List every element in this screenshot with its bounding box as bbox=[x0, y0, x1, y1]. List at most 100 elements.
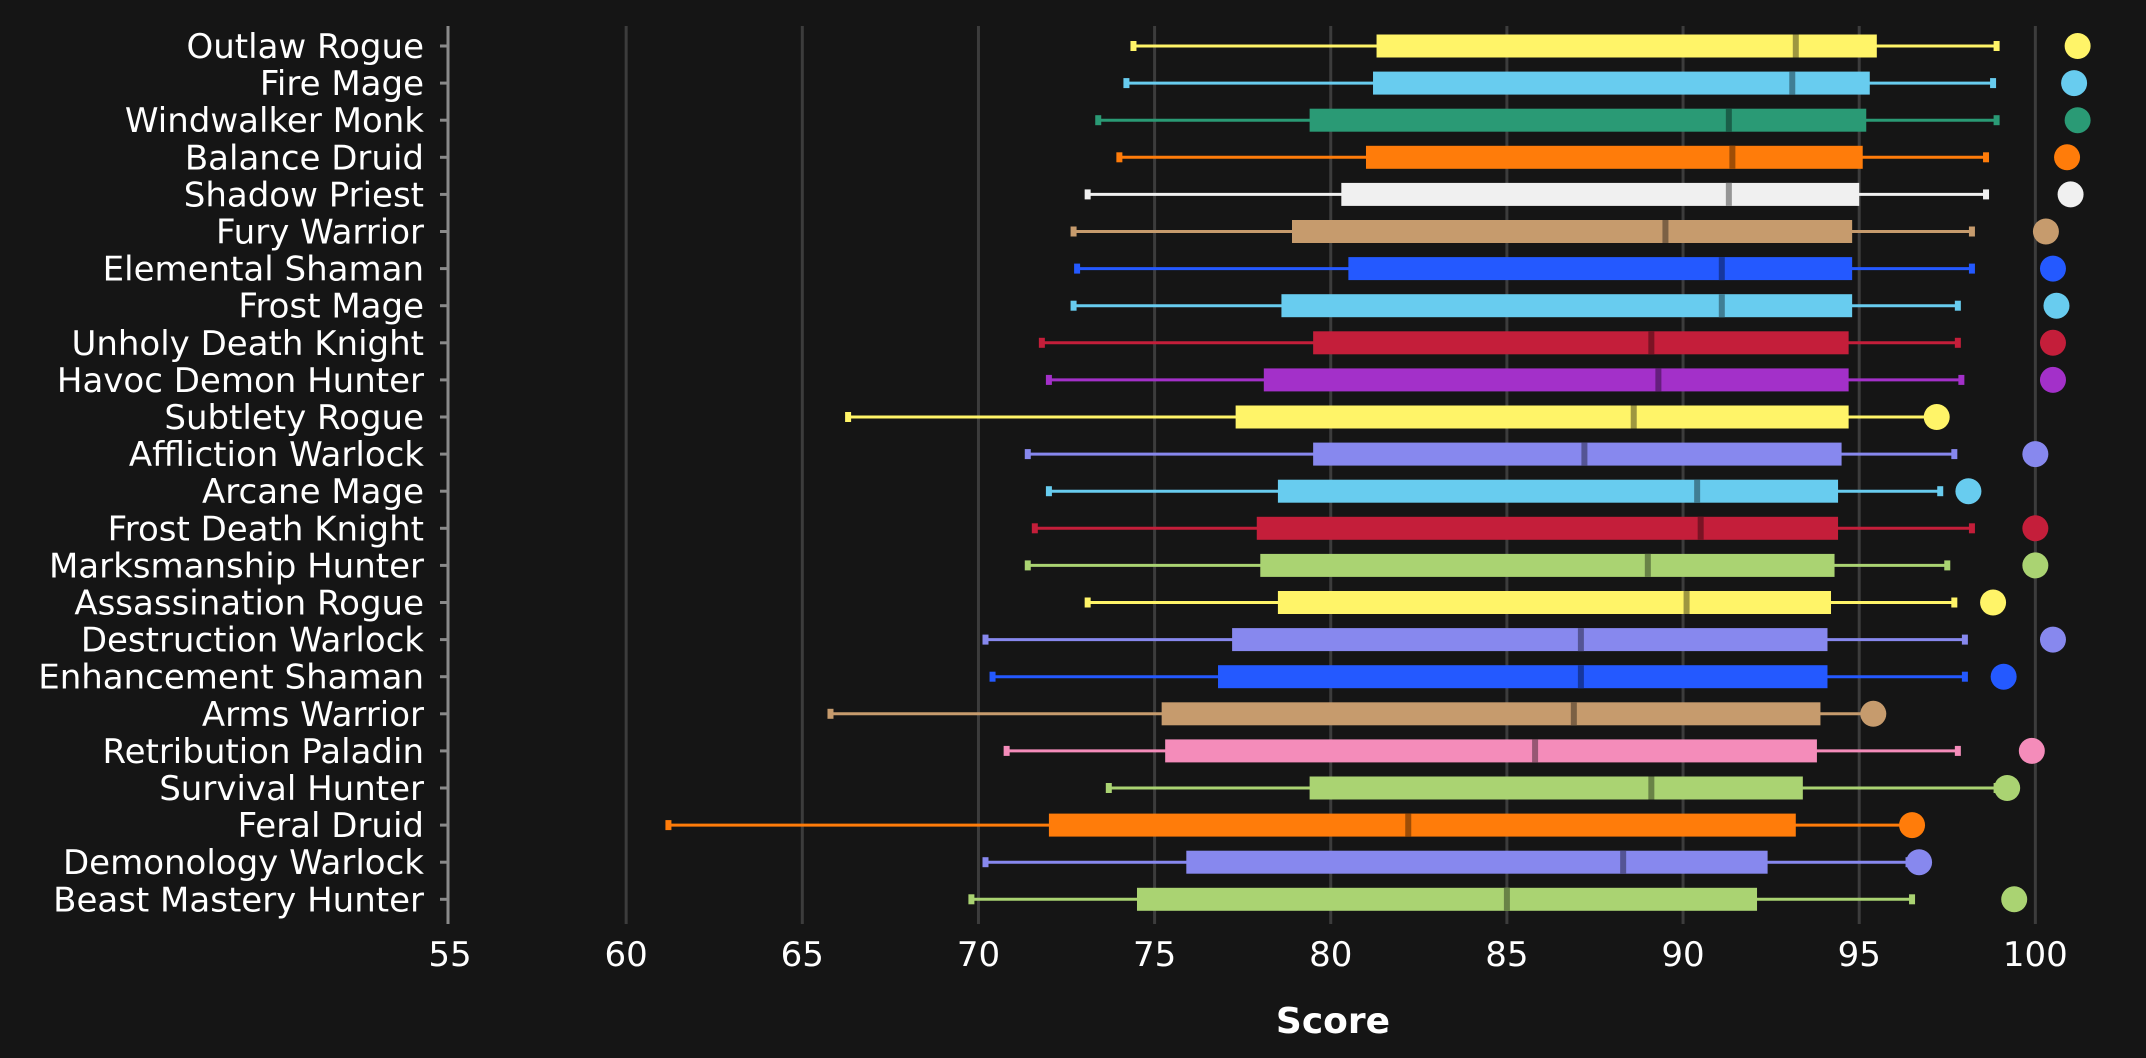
whisker-cap-min bbox=[1024, 449, 1031, 460]
box bbox=[1218, 665, 1828, 689]
x-tick-label: 55 bbox=[428, 935, 471, 975]
x-axis-title: Score bbox=[1276, 1001, 1390, 1042]
x-tick-label: 85 bbox=[1485, 935, 1528, 975]
whisker-cap-max bbox=[1993, 41, 2000, 51]
box-row bbox=[1084, 589, 2007, 616]
median-marker bbox=[1620, 850, 1627, 874]
median-marker bbox=[1718, 257, 1725, 281]
median-marker bbox=[1662, 220, 1669, 243]
whisker-cap-min bbox=[1070, 226, 1077, 237]
spec-label: Unholy Death Knight bbox=[71, 324, 424, 364]
median-marker bbox=[1694, 479, 1701, 503]
spec-label: Havoc Demon Hunter bbox=[57, 361, 424, 401]
x-tick-label: 60 bbox=[605, 935, 648, 975]
box bbox=[1256, 516, 1839, 540]
whisker-cap-min bbox=[1024, 560, 1031, 571]
x-tick-label: 90 bbox=[1661, 935, 1704, 975]
outlier-point bbox=[2064, 107, 2091, 134]
box bbox=[1376, 34, 1877, 58]
median-marker bbox=[1655, 368, 1662, 392]
box bbox=[1281, 294, 1853, 318]
box bbox=[1309, 776, 1803, 800]
box-row bbox=[1024, 441, 2049, 468]
outlier-point bbox=[1906, 849, 1933, 876]
whisker-cap-max bbox=[1937, 486, 1944, 497]
x-tick-label: 80 bbox=[1309, 935, 1352, 975]
median-marker bbox=[1725, 108, 1732, 132]
whisker-cap-min bbox=[1038, 337, 1045, 348]
whisker-cap-max bbox=[1944, 560, 1951, 571]
box bbox=[1309, 108, 1867, 132]
whisker-cap-max bbox=[1954, 300, 1961, 311]
whisker-cap-min bbox=[1130, 41, 1137, 51]
whisker-cap-max bbox=[1961, 634, 1968, 645]
spec-label: Survival Hunter bbox=[159, 769, 424, 809]
whisker-cap-min bbox=[845, 412, 852, 422]
box-row bbox=[1105, 775, 2021, 801]
outlier-point bbox=[2032, 218, 2059, 245]
box bbox=[1136, 887, 1758, 911]
box-row bbox=[1130, 33, 2091, 59]
spec-label: Balance Druid bbox=[185, 138, 424, 178]
box-row bbox=[1074, 255, 2066, 282]
whisker-cap-max bbox=[1968, 523, 1975, 534]
spec-label: Frost Mage bbox=[238, 287, 424, 327]
whisker-cap-max bbox=[1951, 597, 1958, 608]
whisker-cap-min bbox=[1095, 115, 1102, 126]
grid-lines bbox=[624, 26, 2037, 924]
box-row bbox=[1084, 181, 2084, 208]
box bbox=[1313, 442, 1842, 466]
spec-label: Frost Death Knight bbox=[108, 509, 424, 549]
whisker-cap-max bbox=[1983, 189, 1990, 200]
spec-label: Demonology Warlock bbox=[63, 843, 424, 883]
x-axis-ticks: 55 60 65 70 75 80 85 90 95 100 bbox=[428, 935, 2067, 975]
box-row bbox=[845, 404, 1950, 430]
outlier-point bbox=[2001, 886, 2028, 913]
whisker-cap-min bbox=[1084, 597, 1091, 608]
box bbox=[1260, 553, 1835, 577]
box-row bbox=[1095, 107, 2091, 134]
whisker-cap-min bbox=[982, 634, 989, 645]
box-row bbox=[827, 700, 1887, 727]
box-row bbox=[1045, 478, 1982, 505]
spec-label: Retribution Paladin bbox=[102, 732, 424, 772]
box bbox=[1161, 702, 1821, 726]
spec-label: Enhancement Shaman bbox=[38, 658, 424, 698]
outlier-point bbox=[2039, 626, 2066, 653]
spec-label: Shadow Priest bbox=[184, 175, 424, 215]
box-row bbox=[1116, 144, 2081, 171]
outlier-point bbox=[2054, 144, 2081, 171]
box bbox=[1186, 850, 1768, 874]
outlier-point bbox=[1994, 775, 2021, 801]
whisker-cap-min bbox=[827, 708, 834, 719]
outlier-point bbox=[2039, 329, 2066, 356]
box-row bbox=[1038, 329, 2066, 356]
spec-label: Feral Druid bbox=[238, 806, 424, 846]
whisker-cap-min bbox=[989, 671, 996, 682]
median-marker bbox=[1648, 331, 1655, 355]
box bbox=[1291, 220, 1853, 243]
x-tick-label: 70 bbox=[957, 935, 1000, 975]
spec-label: Fury Warrior bbox=[216, 213, 424, 253]
median-marker bbox=[1503, 887, 1510, 911]
outlier-point bbox=[2022, 441, 2049, 468]
box bbox=[1365, 145, 1863, 169]
outlier-point bbox=[1923, 404, 1950, 430]
outlier-point bbox=[1955, 478, 1982, 505]
median-marker bbox=[1630, 405, 1637, 429]
whisker-cap-min bbox=[1031, 523, 1038, 534]
x-tick-label: 65 bbox=[781, 935, 824, 975]
median-marker bbox=[1789, 71, 1796, 95]
median-marker bbox=[1725, 182, 1732, 206]
box bbox=[1232, 628, 1828, 652]
median-marker bbox=[1697, 516, 1704, 540]
boxes-layer bbox=[665, 33, 2091, 913]
median-marker bbox=[1644, 553, 1651, 577]
spec-label: Affliction Warlock bbox=[129, 435, 424, 475]
box-row bbox=[1031, 515, 2049, 542]
outlier-point bbox=[2022, 552, 2049, 579]
outlier-point bbox=[2057, 181, 2084, 208]
x-tick-label: 95 bbox=[1838, 935, 1881, 975]
